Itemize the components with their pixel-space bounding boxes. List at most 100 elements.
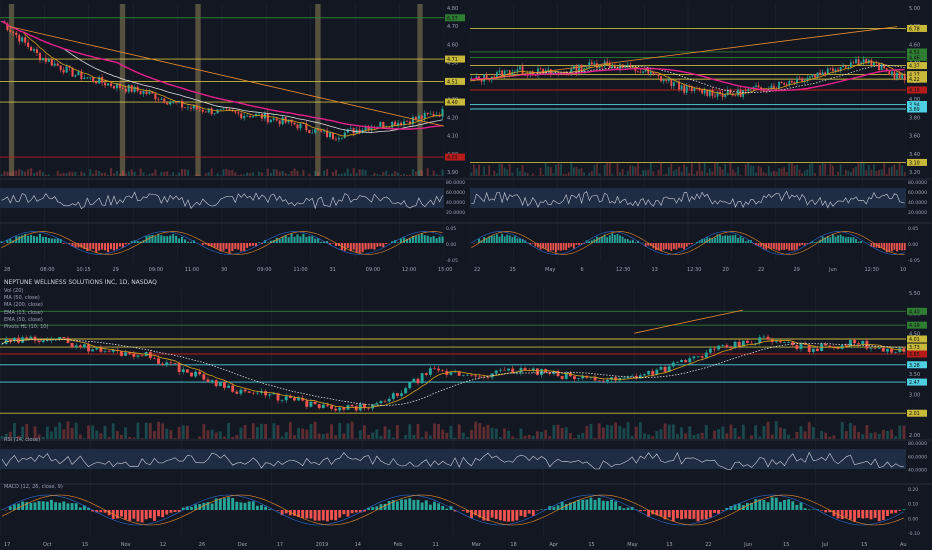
volume-bar [616, 163, 619, 176]
volume-bar [404, 434, 408, 439]
volume-bar [225, 168, 228, 176]
volume-bar [472, 164, 475, 176]
candle-body [598, 65, 601, 69]
macd-histogram-bar [266, 242, 269, 243]
volume-bar [321, 433, 325, 439]
volume-bar [33, 426, 37, 439]
volume-bar [9, 172, 12, 176]
x-axis-label: 10 [900, 267, 906, 273]
x-axis-label: 12:30 [687, 267, 701, 273]
candle-body [848, 340, 852, 347]
volume-bar [726, 173, 729, 176]
candle-body [806, 77, 809, 81]
volume-bar [581, 433, 585, 439]
volume-bar [619, 172, 621, 176]
candle-body [572, 65, 575, 69]
volume-bar [441, 429, 445, 439]
volume-bar [683, 164, 686, 176]
volume-bar [136, 422, 140, 439]
intraday-chart-panel-left[interactable]: 4.804.704.604.504.404.304.204.104.003.90… [0, 0, 470, 275]
macd-histogram-bar [767, 243, 770, 249]
volume-bar [370, 175, 373, 176]
candle-body [783, 342, 786, 343]
volume-bar [338, 422, 342, 439]
volume-bar [478, 164, 480, 176]
candle-body [844, 65, 847, 68]
price-tag [907, 86, 927, 94]
candle-body [321, 404, 325, 409]
candle-body [521, 66, 524, 75]
price-tag [445, 14, 465, 22]
volume-bar [251, 423, 255, 439]
x-axis-label: May [545, 267, 555, 273]
candle-body [44, 58, 47, 62]
volume-bar [885, 174, 888, 176]
volume-bar [821, 163, 824, 176]
daily-chart-panel[interactable]: 5.505.004.504.003.503.002.502.004.404.19… [0, 275, 932, 550]
intraday-chart-panel-right[interactable]: 5.004.804.604.404.204.003.803.603.403.20… [470, 0, 932, 275]
x-axis-label: 29 [794, 267, 800, 273]
volume-bar [313, 421, 317, 439]
volume-bar [521, 165, 524, 176]
candle-body [883, 64, 886, 69]
candle-body [342, 407, 346, 410]
x-axis-label: 28 [4, 267, 10, 273]
x-axis-label: 10:15 [76, 267, 90, 273]
candle-body [38, 53, 41, 61]
candle-body [136, 355, 140, 357]
candle-body [21, 37, 24, 42]
candle-body [375, 403, 379, 405]
x-axis-label: 30 [221, 267, 227, 273]
macd-histogram-bar [371, 507, 375, 510]
price-tag-label: 4.52 [909, 50, 920, 56]
macd-histogram-bar [124, 243, 127, 245]
candle-body [9, 30, 12, 32]
x-axis-label: 25 [510, 267, 516, 273]
macd-histogram-bar [190, 506, 193, 510]
ema-13-line [1, 338, 904, 409]
candle-body [780, 81, 783, 84]
candle-body [814, 74, 816, 78]
candle-body [684, 360, 688, 363]
macd-histogram-bar [287, 237, 290, 243]
candle-body [95, 347, 99, 350]
macd-histogram-bar [288, 510, 292, 516]
candle-body [842, 65, 845, 68]
candle-body [358, 129, 361, 133]
macd-histogram-bar [577, 499, 581, 510]
price-tick-label: 2.00 [909, 433, 920, 439]
candle-body [363, 403, 366, 409]
candle-body [770, 85, 773, 90]
candle-body [287, 119, 290, 123]
candle-body [717, 345, 721, 350]
macd-histogram-bar [708, 237, 711, 243]
candle-body [667, 79, 670, 81]
volume-bar [268, 438, 272, 439]
macd-histogram-bar [488, 236, 491, 243]
candle-body [33, 336, 37, 341]
volume-bar [501, 163, 503, 176]
macd-histogram-bar [482, 510, 486, 521]
macd-histogram-bar [45, 501, 49, 510]
macd-histogram-bar [284, 234, 287, 243]
macd-histogram-bar [680, 510, 684, 520]
volume-bar [547, 166, 550, 176]
price-tag [907, 350, 927, 358]
volume-bar [470, 172, 473, 176]
macd-histogram-bar [109, 243, 113, 250]
candle-body [847, 67, 850, 68]
candle-body [30, 46, 33, 51]
macd-histogram-bar [395, 501, 399, 510]
volume-bar [183, 169, 187, 176]
candle-body [243, 115, 246, 119]
rsi-tick-label: 40.0000 [908, 200, 927, 206]
volume-bar [657, 169, 660, 176]
volume-bar [873, 164, 875, 176]
volume-bar [383, 426, 387, 439]
macd-histogram-bar [672, 243, 675, 249]
macd-histogram-bar [665, 243, 668, 250]
candle-body [692, 356, 696, 359]
volume-bar [373, 172, 376, 176]
candle-body [662, 79, 665, 82]
candle-body [630, 375, 634, 377]
